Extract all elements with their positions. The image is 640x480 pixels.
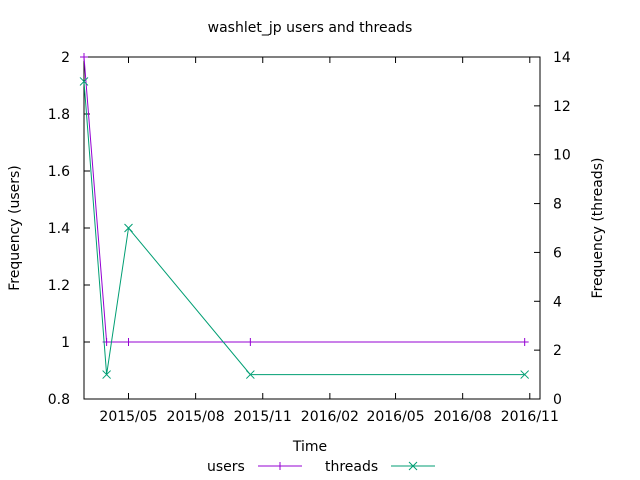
x-axis-label: Time [292,439,327,455]
legend-label-threads: threads [325,459,378,475]
x-tick-label: 2016/11 [501,409,559,425]
data-point-threads [520,370,530,379]
series-threads [79,77,530,379]
legend-marker-users [276,462,284,470]
plot-border [83,56,541,400]
x-tick-label: 2015/05 [99,409,157,425]
series-users [80,53,529,346]
y-axis-label-right: Frequency (threads) [590,158,606,299]
y-left-tick-label: 0.8 [48,392,70,408]
series-line-users [83,56,525,343]
data-point-users [80,53,88,61]
x-tick-label: 2015/11 [234,409,292,425]
axis-ticks: 0.8 1 1.2 1.4 1.6 1.8 2 0 2 4 6 8 10 12 14 2015/05 2015/… [48,50,571,425]
legend-label-users: users [207,459,245,475]
data-point-threads [79,77,89,86]
data-point-threads [245,370,255,379]
series-line-threads [83,81,525,376]
y-left-tick-label: 2 [61,50,70,66]
data-point-threads [102,370,111,379]
y-right-tick-label: 10 [553,148,571,164]
y-right-tick-label: 8 [553,197,562,213]
x-tick-label: 2016/02 [301,409,359,425]
y-right-tick-label: 12 [553,99,571,115]
y-left-tick-label: 1.2 [48,278,70,294]
data-point-users [246,338,255,346]
y-left-tick-label: 1 [61,335,70,351]
data-point-threads [124,223,133,233]
y-axis-label-left: Frequency (users) [7,165,23,291]
x-tick-label: 2015/08 [167,409,225,425]
legend-marker-threads [408,461,418,471]
y-left-tick-label: 1.6 [48,164,70,180]
data-point-users [124,338,133,346]
y-right-tick-label: 6 [553,245,562,261]
legend: users threads [207,459,435,475]
x-tick-label: 2016/08 [434,409,492,425]
y-right-tick-label: 14 [553,50,571,66]
y-right-tick-label: 0 [553,392,562,408]
y-left-tick-label: 1.8 [48,107,70,123]
chart-title: washlet_jp users and threads [208,20,413,36]
y-right-tick-label: 2 [553,343,562,359]
plot-frame [83,56,541,400]
data-point-users [520,338,529,346]
series-group [79,53,530,379]
y-left-tick-label: 1.4 [48,221,70,237]
y-right-tick-label: 4 [553,294,562,310]
x-tick-label: 2016/05 [366,409,424,425]
